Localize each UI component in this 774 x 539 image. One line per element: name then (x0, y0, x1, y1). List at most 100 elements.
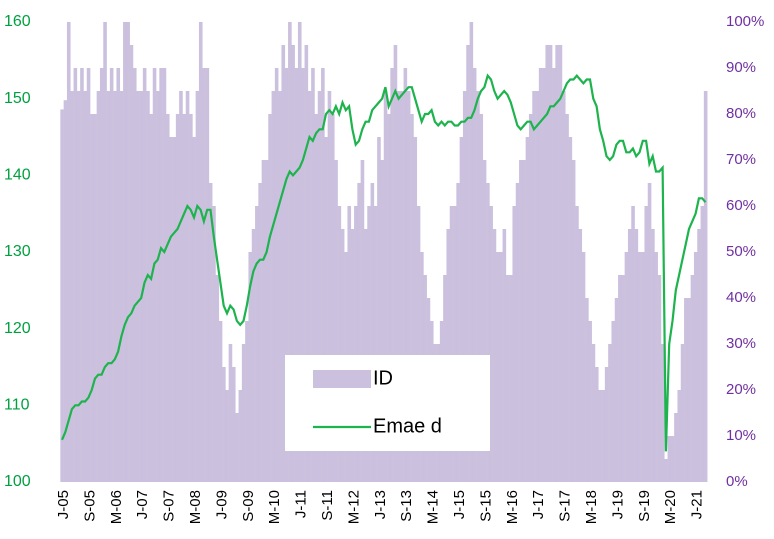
bar (476, 91, 480, 482)
bar (459, 137, 464, 482)
bar (142, 68, 147, 482)
bar (542, 68, 546, 482)
bar (621, 275, 625, 482)
bar (245, 321, 249, 482)
bar (512, 206, 517, 482)
bar (317, 91, 322, 482)
x-tick-label: S-13 (398, 490, 415, 522)
y2-tick-label: 30% (726, 335, 756, 352)
bar (664, 459, 668, 482)
bar (558, 45, 563, 482)
bar (347, 206, 352, 482)
x-tick-label: S-15 (477, 490, 494, 522)
x-tick-label: J-09 (213, 490, 230, 519)
bar (261, 160, 266, 482)
bar (189, 114, 193, 482)
bar (684, 298, 688, 482)
x-tick-label: J-21 (689, 490, 706, 519)
bar (146, 91, 150, 482)
legend-label: ID (373, 367, 393, 389)
bar (608, 344, 612, 482)
bar (479, 114, 484, 482)
bar (96, 91, 101, 482)
bar (657, 275, 662, 482)
y2-tick-label: 60% (726, 197, 756, 214)
bar (327, 91, 332, 482)
x-tick-label: M-08 (187, 490, 204, 524)
bar (231, 367, 236, 482)
bar (674, 413, 678, 482)
bar (644, 206, 649, 482)
bar (248, 252, 253, 482)
bar (198, 22, 203, 482)
y2-tick-label: 0% (726, 473, 748, 490)
bar (396, 91, 401, 482)
bar (337, 206, 342, 482)
bar (126, 22, 130, 482)
bar (307, 91, 312, 482)
bar (218, 321, 223, 482)
y2-tick-label: 70% (726, 151, 756, 168)
bar (532, 91, 536, 482)
x-tick-label: J-05 (55, 490, 72, 519)
bar (66, 22, 71, 482)
bar (449, 206, 454, 482)
bar (80, 68, 84, 482)
x-tick-label: S-05 (81, 490, 98, 522)
bar (634, 229, 639, 482)
bar (301, 68, 305, 482)
bar (304, 45, 309, 482)
bar (241, 344, 246, 482)
bar (103, 22, 107, 482)
y-tick-label: 160 (4, 13, 31, 30)
x-tick-label: M-14 (425, 490, 442, 524)
bar (172, 137, 177, 482)
x-tick-label: J-19 (609, 490, 626, 519)
bar (703, 91, 708, 482)
bar (225, 390, 229, 482)
bar (535, 91, 540, 482)
bar (373, 206, 378, 482)
bar (416, 206, 421, 482)
bar (330, 114, 335, 482)
bar (552, 68, 556, 482)
y-tick-label: 100 (4, 473, 31, 490)
bar (667, 436, 672, 482)
y-tick-label: 150 (4, 90, 31, 107)
bar (545, 45, 550, 482)
y-tick-label: 110 (4, 397, 30, 414)
x-tick-label: M-20 (662, 490, 679, 524)
y-tick-label: 120 (4, 320, 31, 337)
bar (86, 68, 91, 482)
bar (113, 91, 117, 482)
bar (677, 390, 682, 482)
x-tick-label: M-06 (108, 490, 125, 524)
bar (624, 252, 629, 482)
bar (73, 68, 78, 482)
bar (588, 321, 592, 482)
bar (235, 413, 239, 482)
bar (568, 137, 573, 482)
bar (413, 137, 418, 482)
bar (60, 109, 64, 483)
x-tick-label: J-13 (372, 490, 389, 519)
bar (169, 137, 173, 482)
bar (83, 91, 88, 482)
bar (208, 183, 213, 482)
bar (109, 68, 114, 482)
bar (525, 137, 530, 482)
bar (456, 183, 460, 482)
bar (185, 91, 190, 482)
bar (222, 367, 226, 482)
bar (159, 68, 163, 482)
bar (502, 229, 507, 482)
bar (575, 206, 579, 482)
bar (578, 229, 583, 482)
bar (383, 91, 388, 482)
bar (598, 390, 602, 482)
bar (152, 68, 157, 482)
bar (466, 45, 470, 482)
bar (251, 229, 256, 482)
bar (581, 252, 586, 482)
